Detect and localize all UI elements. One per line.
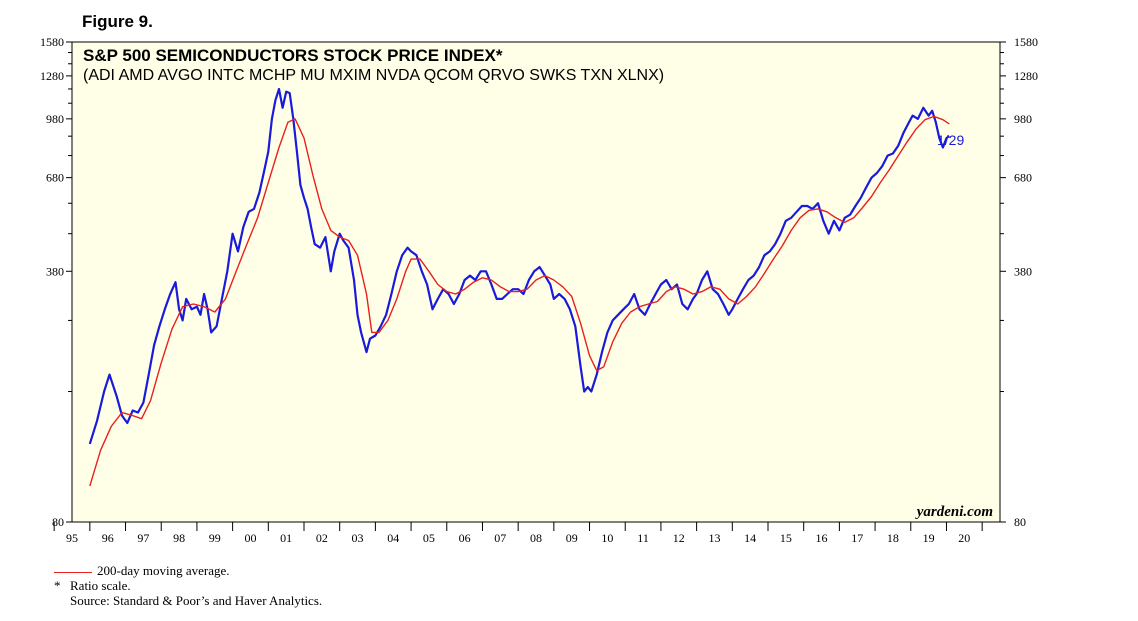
x-tick-label: 12 [673,531,685,545]
series-layer [88,87,950,487]
x-tick-label: 07 [494,531,506,545]
x-tick-label: 97 [137,531,149,545]
y-tick-label-right: 680 [1014,171,1032,185]
x-tick-label: 01 [280,531,292,545]
footnote-source-text: Source: Standard & Poor’s and Haver Anal… [70,593,323,608]
x-tick-label: 20 [958,531,970,545]
y-tick-label-right: 980 [1014,112,1032,126]
right-axis: 80 380 680 980 1280 1580 [1000,35,1038,529]
x-tick-label: 08 [530,531,542,545]
legend-ma-label: 200-day moving average. [97,563,230,578]
x-tick-label: 18 [887,531,899,545]
y-tick-label-left: 80 [52,515,64,529]
figure-label: Figure 9. [82,12,153,31]
y-tick-label-left: 1580 [40,35,64,49]
x-tick-label: 03 [352,531,364,545]
x-tick-label: 06 [459,531,471,545]
y-tick-label-left: 680 [46,171,64,185]
x-tick-label: 16 [816,531,828,545]
y-tick-label-right: 80 [1014,515,1026,529]
ma-swatch [54,571,92,573]
plot-background [71,41,1001,523]
y-tick-label-right: 380 [1014,264,1032,278]
x-tick-label: 98 [173,531,185,545]
x-tick-label: 04 [387,531,399,545]
x-tick-label: 05 [423,531,435,545]
x-tick-label: 09 [566,531,578,545]
x-tick-label: 19 [923,531,935,545]
moving-average-line [89,115,950,487]
x-tick-label: 99 [209,531,221,545]
left-axis: 80 380 680 980 1280 1580 [40,35,72,529]
x-tick-label: 17 [851,531,863,545]
footnote-ratio-text: Ratio scale. [70,578,131,593]
bottom-axis: 95 96 97 98 99 00 01 02 03 04 05 06 07 08 09 10 11 12 13 14… [53,522,983,545]
chart-footnotes: 200-day moving average. * Ratio scale. So… [54,563,322,608]
y-tick-label-right: 1280 [1014,69,1038,83]
footnote-source: Source: Standard & Poor’s and Haver Anal… [54,593,322,608]
x-tick-label: 15 [780,531,792,545]
x-tick-label: 11 [637,531,649,545]
x-tick-label: 96 [102,531,114,545]
x-tick-label: 02 [316,531,328,545]
y-tick-label-left: 980 [46,112,64,126]
x-tick-label: 00 [244,531,256,545]
date-annotation: 1/29 [937,132,964,148]
legend-ma: 200-day moving average. [54,563,322,578]
footnote-ratio: * Ratio scale. [54,578,322,593]
x-tick-label: 13 [708,531,720,545]
y-tick-label-left: 1280 [40,69,64,83]
source-brand: yardeni.com [915,504,993,520]
footnote-mark: * [54,578,61,593]
x-tick-label: 10 [601,531,613,545]
chart-subtitle: (ADI AMD AVGO INTC MCHP MU MXIM NVDA QCO… [83,67,664,84]
x-tick-label: 14 [744,531,756,545]
y-tick-label-left: 380 [46,264,64,278]
y-tick-label-right: 1580 [1014,35,1038,49]
chart-title: S&P 500 SEMICONDUCTORS STOCK PRICE INDEX… [83,46,503,65]
x-tick-label: 95 [66,531,78,545]
